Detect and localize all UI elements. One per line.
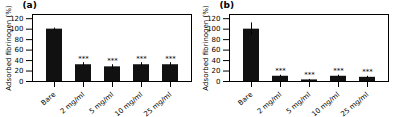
svg-text:40: 40 bbox=[212, 57, 221, 65]
svg-text:5 mg/ml: 5 mg/ml bbox=[285, 91, 312, 116]
svg-text:Bare: Bare bbox=[237, 91, 254, 107]
svg-text:40: 40 bbox=[15, 57, 24, 65]
svg-text:60: 60 bbox=[15, 46, 24, 54]
svg-text:20: 20 bbox=[15, 67, 24, 75]
svg-text:10 mg/ml: 10 mg/ml bbox=[310, 91, 341, 117]
svg-text:***: *** bbox=[107, 57, 118, 65]
svg-text:2 mg/ml: 2 mg/ml bbox=[256, 91, 283, 116]
svg-text:***: *** bbox=[78, 55, 89, 63]
svg-text:***: *** bbox=[304, 71, 315, 79]
svg-text:Adsorbed fibrinogen (%): Adsorbed fibrinogen (%) bbox=[5, 5, 13, 91]
svg-text:20: 20 bbox=[212, 67, 221, 75]
svg-text:Bare: Bare bbox=[40, 91, 57, 107]
svg-text:80: 80 bbox=[212, 36, 221, 44]
svg-text:(a): (a) bbox=[23, 0, 37, 10]
svg-text:Adsorbed fibrinogen (%): Adsorbed fibrinogen (%) bbox=[202, 5, 210, 91]
svg-text:10 mg/ml: 10 mg/ml bbox=[113, 91, 144, 117]
svg-text:100: 100 bbox=[10, 25, 24, 34]
svg-text:0: 0 bbox=[216, 78, 220, 86]
svg-text:120: 120 bbox=[10, 14, 24, 23]
svg-text:25 mg/ml: 25 mg/ml bbox=[339, 91, 370, 117]
svg-text:100: 100 bbox=[207, 25, 221, 34]
svg-text:(b): (b) bbox=[220, 0, 235, 10]
svg-text:120: 120 bbox=[207, 14, 221, 23]
svg-text:0: 0 bbox=[19, 78, 23, 86]
svg-text:***: *** bbox=[333, 67, 344, 75]
svg-text:***: *** bbox=[362, 68, 373, 76]
svg-text:***: *** bbox=[165, 55, 176, 63]
svg-text:2 mg/ml: 2 mg/ml bbox=[59, 91, 86, 116]
svg-text:5 mg/ml: 5 mg/ml bbox=[88, 91, 115, 116]
svg-text:25 mg/ml: 25 mg/ml bbox=[142, 91, 173, 117]
svg-text:***: *** bbox=[136, 55, 147, 63]
svg-text:60: 60 bbox=[212, 46, 221, 54]
svg-text:80: 80 bbox=[15, 36, 24, 44]
svg-text:***: *** bbox=[275, 67, 286, 75]
